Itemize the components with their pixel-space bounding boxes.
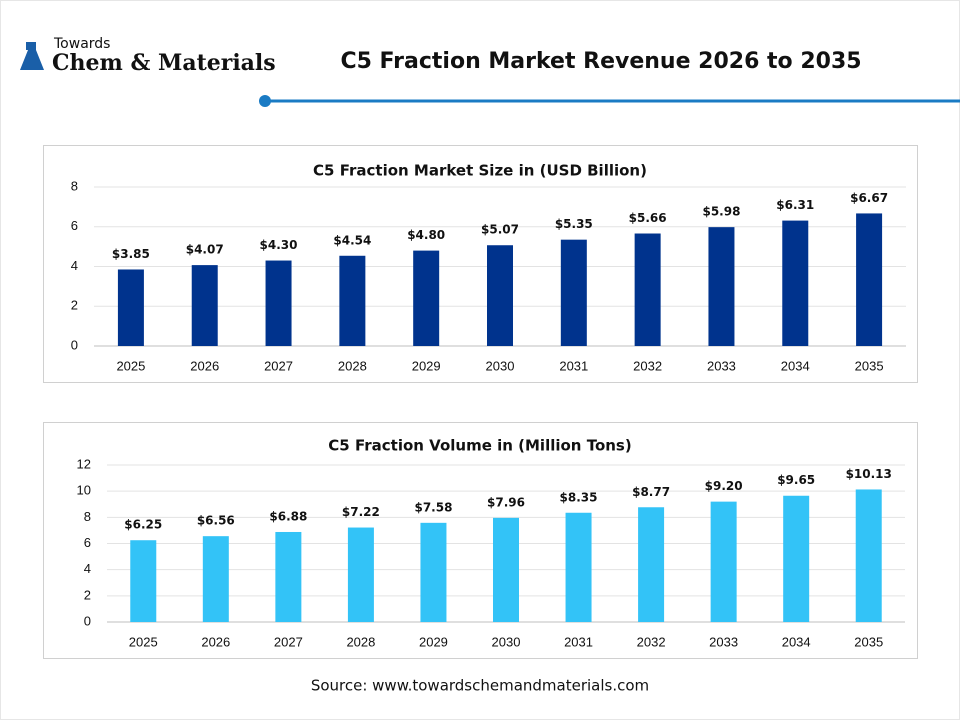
chart-title: C5 Fraction Volume in (Million Tons) xyxy=(328,437,631,455)
value-label: $5.35 xyxy=(555,217,593,231)
bar xyxy=(265,260,292,346)
x-tick-label: 2031 xyxy=(564,634,593,649)
value-label: $5.98 xyxy=(702,205,740,219)
logo-icon xyxy=(20,50,44,70)
x-tick-label: 2026 xyxy=(190,358,219,373)
x-tick-label: 2025 xyxy=(116,358,145,373)
bar xyxy=(347,527,374,622)
x-tick-label: 2035 xyxy=(854,634,883,649)
bar xyxy=(420,522,447,622)
value-label: $9.20 xyxy=(705,479,743,493)
value-label: $4.07 xyxy=(186,243,224,257)
y-tick-label: 0 xyxy=(84,613,91,628)
value-label: $7.22 xyxy=(342,505,380,519)
value-label: $5.07 xyxy=(481,223,519,237)
y-tick-label: 2 xyxy=(84,587,91,602)
value-label: $6.67 xyxy=(850,191,888,205)
bar xyxy=(202,536,229,622)
value-label: $3.85 xyxy=(112,247,150,261)
bar xyxy=(782,220,809,346)
x-tick-label: 2027 xyxy=(264,358,293,373)
bar xyxy=(117,269,144,346)
x-tick-label: 2034 xyxy=(781,358,810,373)
value-label: $4.30 xyxy=(260,238,298,252)
divider-dot xyxy=(259,95,271,107)
bar xyxy=(413,250,440,346)
value-label: $8.35 xyxy=(560,490,598,504)
y-tick-label: 4 xyxy=(84,561,91,576)
x-tick-label: 2033 xyxy=(707,358,736,373)
page-title: C5 Fraction Market Revenue 2026 to 2035 xyxy=(340,49,861,74)
x-tick-label: 2033 xyxy=(709,634,738,649)
value-label: $6.31 xyxy=(776,198,814,212)
bar xyxy=(487,245,513,346)
value-label: $6.25 xyxy=(124,518,162,532)
logo-icon xyxy=(26,42,36,50)
x-tick-label: 2035 xyxy=(855,358,884,373)
bar xyxy=(708,227,735,346)
brand-top: Towards xyxy=(53,36,110,52)
chart-title: C5 Fraction Market Size in (USD Billion) xyxy=(313,162,647,180)
value-label: $4.54 xyxy=(333,233,371,247)
bar xyxy=(493,517,519,622)
bar xyxy=(130,540,157,622)
bar xyxy=(855,489,882,622)
value-label: $7.58 xyxy=(414,500,452,514)
value-label: $10.13 xyxy=(846,467,892,481)
logo: Towards Chem & Materials xyxy=(20,36,276,76)
y-tick-label: 4 xyxy=(71,258,78,273)
value-label: $8.77 xyxy=(632,485,670,499)
y-tick-label: 6 xyxy=(84,535,91,550)
bar xyxy=(275,531,302,622)
x-tick-label: 2025 xyxy=(129,634,158,649)
value-label: $6.56 xyxy=(197,514,235,528)
value-label: $5.66 xyxy=(629,211,667,225)
x-tick-label: 2030 xyxy=(492,634,521,649)
bar xyxy=(560,239,587,346)
bar xyxy=(638,507,665,622)
x-tick-label: 2029 xyxy=(419,634,448,649)
panel xyxy=(43,145,918,383)
x-tick-label: 2028 xyxy=(346,634,375,649)
x-tick-label: 2027 xyxy=(274,634,303,649)
bar xyxy=(710,501,737,622)
x-tick-label: 2026 xyxy=(201,634,230,649)
value-label: $6.88 xyxy=(269,509,307,523)
brand: Chem & Materials xyxy=(52,50,276,76)
bar xyxy=(339,255,366,346)
y-tick-label: 8 xyxy=(84,509,91,524)
value-label: $7.96 xyxy=(487,495,525,509)
value-label: $9.65 xyxy=(777,473,815,487)
bar xyxy=(856,213,883,346)
y-tick-label: 6 xyxy=(71,218,78,233)
source: Source: www.towardschemandmaterials.com xyxy=(311,677,649,695)
x-tick-label: 2032 xyxy=(637,634,666,649)
panel xyxy=(43,422,918,659)
y-tick-label: 0 xyxy=(71,337,78,352)
bar xyxy=(565,512,592,622)
x-tick-label: 2034 xyxy=(782,634,811,649)
value-label: $4.80 xyxy=(407,228,445,242)
bar xyxy=(191,265,218,346)
bar xyxy=(783,495,810,622)
y-tick-label: 2 xyxy=(71,298,78,313)
y-tick-label: 12 xyxy=(77,456,91,471)
y-tick-label: 8 xyxy=(71,178,78,193)
x-tick-label: 2029 xyxy=(412,358,441,373)
y-tick-label: 10 xyxy=(77,483,91,498)
bar xyxy=(634,233,661,346)
x-tick-label: 2028 xyxy=(338,358,367,373)
x-tick-label: 2032 xyxy=(633,358,662,373)
x-tick-label: 2031 xyxy=(559,358,588,373)
x-tick-label: 2030 xyxy=(486,358,515,373)
